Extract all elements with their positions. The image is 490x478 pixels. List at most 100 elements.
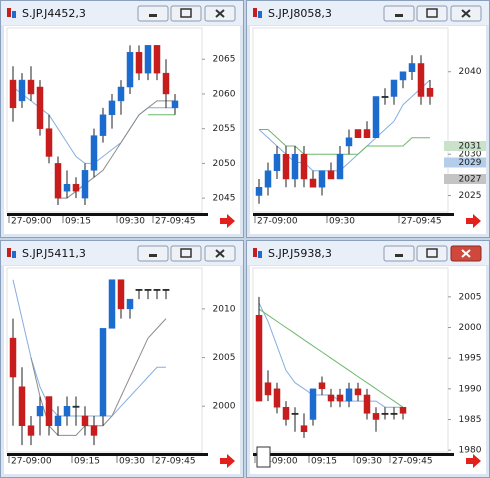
candle-body bbox=[108, 279, 116, 329]
candle-body bbox=[381, 412, 389, 415]
scroll-arrow[interactable] bbox=[220, 214, 235, 228]
x-tick-label: 09:30 bbox=[356, 457, 382, 467]
restore-button[interactable] bbox=[170, 5, 202, 22]
time-axis-bar bbox=[253, 213, 454, 216]
price-tag bbox=[444, 140, 486, 151]
candle-body bbox=[282, 406, 290, 420]
time-axis-bar bbox=[7, 453, 208, 456]
scroll-arrow[interactable] bbox=[466, 214, 481, 228]
candle-body bbox=[9, 337, 17, 378]
x-tick-label: 09:30 bbox=[119, 217, 145, 227]
candle-body bbox=[99, 114, 107, 136]
candle-body bbox=[108, 100, 116, 116]
minimize-glyph bbox=[395, 14, 403, 17]
candle-body bbox=[381, 96, 389, 98]
candle-body bbox=[300, 425, 308, 433]
price-tag bbox=[444, 157, 486, 168]
y-tick-label: 1995 bbox=[459, 354, 482, 364]
candle-body bbox=[144, 45, 152, 74]
candle-body bbox=[63, 405, 71, 417]
candle-body bbox=[300, 153, 308, 180]
candle-body bbox=[45, 396, 53, 426]
candle-body bbox=[372, 413, 380, 420]
moving-average-line bbox=[259, 129, 430, 155]
title-icon bbox=[258, 251, 262, 258]
restore-button[interactable] bbox=[170, 245, 202, 262]
restore-glyph bbox=[180, 8, 192, 18]
candle-body bbox=[135, 289, 143, 291]
price-tag bbox=[444, 173, 486, 184]
candle-body bbox=[72, 183, 80, 192]
candle-body bbox=[354, 129, 362, 138]
candle-body bbox=[54, 163, 62, 199]
candle-body bbox=[327, 394, 335, 402]
chart-area bbox=[250, 266, 486, 474]
title-icon bbox=[7, 248, 11, 257]
candle-body bbox=[426, 87, 434, 97]
moving-average-line bbox=[258, 308, 404, 408]
title-icon bbox=[12, 251, 16, 258]
minimize-button[interactable] bbox=[137, 5, 169, 22]
candle-body bbox=[363, 129, 371, 138]
minimize-button[interactable] bbox=[383, 245, 415, 262]
candle-body bbox=[345, 137, 353, 147]
candle-body bbox=[327, 170, 335, 180]
candle-body bbox=[9, 79, 17, 109]
y-tick-label: 2030 bbox=[459, 150, 482, 160]
chart-window: S.JP.J5411,3 2000 2005 2010 27-09:00 09:15 09:… bbox=[0, 240, 244, 478]
candle-body bbox=[27, 79, 35, 95]
minimize-glyph bbox=[149, 14, 157, 17]
restore-button[interactable] bbox=[416, 5, 448, 22]
x-tick-label: 27-09:45 bbox=[155, 217, 196, 227]
plot-border bbox=[6, 267, 203, 453]
x-tick-label: 09:15 bbox=[74, 457, 100, 467]
x-tick-label: 09:30 bbox=[119, 457, 145, 467]
chart-window: S.JP.J8058,3 2025 2030 2040 2031 2029 2027 27-0… bbox=[246, 0, 490, 238]
y-tick-label: 2000 bbox=[213, 402, 236, 412]
candle-body bbox=[126, 52, 134, 88]
plot-border bbox=[252, 267, 449, 453]
time-axis-bar bbox=[253, 453, 454, 456]
candle-body bbox=[399, 71, 407, 81]
candle-body bbox=[408, 63, 416, 72]
candle-body bbox=[90, 425, 98, 436]
restore-button[interactable] bbox=[416, 245, 448, 262]
scroll-arrow[interactable] bbox=[220, 454, 235, 468]
close-glyph bbox=[215, 249, 225, 258]
title-icon bbox=[253, 248, 257, 257]
y-tick-label: 2045 bbox=[213, 194, 236, 204]
minimize-button[interactable] bbox=[383, 5, 415, 22]
restore-glyph bbox=[426, 248, 438, 258]
y-tick-label: 2055 bbox=[213, 124, 236, 134]
candle-body bbox=[264, 170, 272, 188]
x-tick-label: 27-09:00 bbox=[257, 217, 298, 227]
y-tick-label: 1985 bbox=[459, 415, 482, 425]
scroll-arrow[interactable] bbox=[466, 454, 481, 468]
title-icon bbox=[253, 8, 257, 17]
y-tick-label: 1980 bbox=[459, 446, 482, 456]
minimize-glyph bbox=[395, 254, 403, 257]
x-tick-label: 27-09:45 bbox=[155, 457, 196, 467]
chart-window: S.JP.J4452,3 2045 2050 2055 2060 2065 27-09:00… bbox=[0, 0, 244, 238]
x-tick-label: 27-09:00 bbox=[11, 457, 52, 467]
x-tick-label: 09:15 bbox=[311, 457, 337, 467]
price-tag-label: 2031 bbox=[459, 141, 482, 151]
x-tick-label: 09:15 bbox=[65, 217, 91, 227]
time-axis-bar bbox=[7, 213, 208, 216]
candle-body bbox=[81, 170, 89, 199]
candle-body bbox=[291, 153, 299, 180]
candle-body bbox=[264, 382, 272, 396]
candle-body bbox=[117, 279, 125, 310]
minimize-button[interactable] bbox=[137, 245, 169, 262]
candle-body bbox=[399, 406, 407, 414]
corner-box bbox=[256, 446, 271, 468]
title-icon bbox=[7, 8, 11, 17]
y-tick-label: 2005 bbox=[213, 353, 236, 363]
y-tick-label: 2010 bbox=[213, 304, 236, 314]
title-bar bbox=[1, 241, 243, 265]
price-tag-label: 2029 bbox=[459, 158, 482, 168]
chart-window: S.JP.J5938,3 1980 1985 1990 1995 2000 2005 27-0… bbox=[246, 240, 490, 478]
candle-body bbox=[291, 412, 299, 415]
candle-body bbox=[153, 289, 161, 291]
title-bar bbox=[1, 1, 243, 25]
